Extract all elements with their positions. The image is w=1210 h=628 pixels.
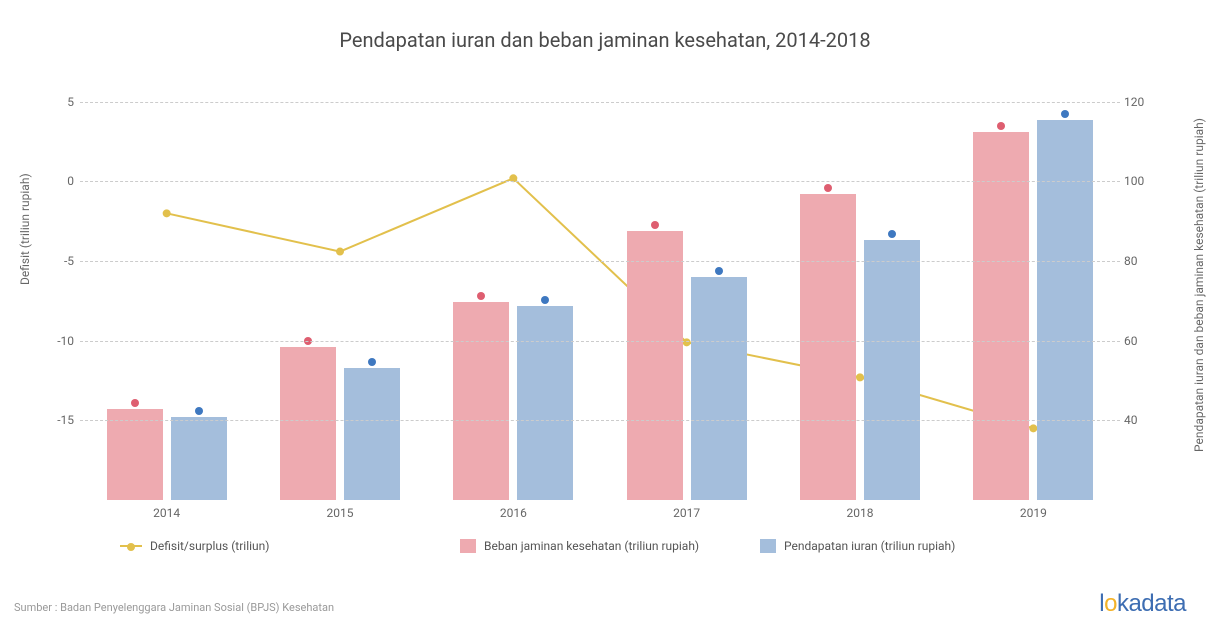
- chart-container: Pendapatan iuran dan beban jaminan keseh…: [0, 0, 1210, 628]
- y-tick-right: 120: [1124, 95, 1152, 109]
- legend-item-defisit: Defisit/surplus (triliun): [120, 539, 269, 553]
- bar-pendapatan: [344, 368, 400, 500]
- y-tick-left: -5: [50, 254, 74, 268]
- bar-beban: [453, 302, 509, 500]
- x-tick: 2014: [153, 506, 180, 520]
- plot-area: -1540-1060-58001005120: [80, 70, 1120, 500]
- marker-pendapatan: [1061, 110, 1069, 118]
- marker-beban: [477, 292, 485, 300]
- x-axis-ticks: 2014 2015 2016 2017 2018 2019: [80, 506, 1120, 526]
- y-tick-left: 5: [50, 95, 74, 109]
- marker-beban: [131, 399, 139, 407]
- legend-swatch-pink: [460, 539, 476, 553]
- gridline: [80, 102, 1120, 103]
- bar-beban: [973, 132, 1029, 500]
- legend-marker-line: [120, 545, 142, 547]
- gridline: [80, 181, 1120, 182]
- x-tick: 2018: [847, 506, 874, 520]
- y-tick-right: 40: [1124, 413, 1152, 427]
- y-tick-right: 60: [1124, 334, 1152, 348]
- legend-item-pendapatan: Pendapatan iuran (triliun rupiah): [760, 539, 955, 553]
- gridline: [80, 420, 1120, 421]
- bar-beban: [280, 347, 336, 500]
- marker-pendapatan: [888, 230, 896, 238]
- y-tick-right: 80: [1124, 254, 1152, 268]
- marker-pendapatan: [715, 267, 723, 275]
- y-tick-left: -10: [50, 334, 74, 348]
- x-tick: 2017: [673, 506, 700, 520]
- y-axis-right-label: Pendapatan iuran dan beban jaminan keseh…: [1192, 118, 1206, 452]
- logo: lokadata: [1099, 590, 1186, 618]
- gridline: [80, 341, 1120, 342]
- x-tick: 2015: [327, 506, 354, 520]
- legend-label: Pendapatan iuran (triliun rupiah): [784, 539, 955, 553]
- bar-beban: [627, 231, 683, 500]
- y-tick-left: -15: [50, 413, 74, 427]
- marker-beban: [824, 184, 832, 192]
- legend-label: Beban jaminan kesehatan (triliun rupiah): [484, 539, 699, 553]
- marker-pendapatan: [195, 407, 203, 415]
- y-tick-right: 100: [1124, 174, 1152, 188]
- footer-source: Sumber : Badan Penyelenggara Jaminan Sos…: [14, 601, 334, 614]
- bar-beban: [107, 409, 163, 500]
- bar-pendapatan: [691, 277, 747, 500]
- marker-pendapatan: [368, 358, 376, 366]
- bar-pendapatan: [171, 417, 227, 500]
- x-tick: 2019: [1020, 506, 1047, 520]
- gridline: [80, 261, 1120, 262]
- marker-beban: [651, 221, 659, 229]
- legend-item-beban: Beban jaminan kesehatan (triliun rupiah): [460, 539, 699, 553]
- legend: Defisit/surplus (triliun) Beban jaminan …: [80, 534, 1120, 558]
- x-tick: 2016: [500, 506, 527, 520]
- y-tick-left: 0: [50, 174, 74, 188]
- chart-title: Pendapatan iuran dan beban jaminan keseh…: [0, 0, 1210, 52]
- y-axis-left-label: Defisit (triliun rupiah): [18, 173, 32, 285]
- legend-swatch-blue: [760, 539, 776, 553]
- bar-pendapatan: [1037, 120, 1093, 500]
- bars-layer: [80, 70, 1120, 500]
- legend-label: Defisit/surplus (triliun): [150, 539, 269, 553]
- bar-pendapatan: [864, 240, 920, 500]
- marker-pendapatan: [541, 296, 549, 304]
- bar-pendapatan: [517, 306, 573, 500]
- bar-beban: [800, 194, 856, 500]
- marker-beban: [997, 122, 1005, 130]
